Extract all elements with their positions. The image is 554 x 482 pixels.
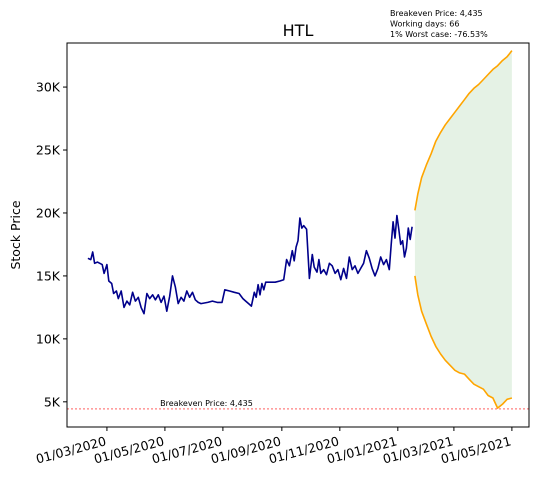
info-line: Working days: 66 (390, 20, 459, 29)
y-tick-label: 5K (44, 394, 61, 409)
forecast-lower-line (414, 275, 513, 409)
forecast-upper-line (414, 50, 513, 211)
y-tick-label: 25K (36, 143, 61, 158)
forecast-band-layer (414, 50, 512, 409)
plot-frame (66, 42, 530, 428)
breakeven-label: Breakeven Price: 4,435 (160, 399, 253, 408)
y-axis-label: Stock Price (8, 200, 23, 269)
price-history-line (87, 214, 413, 315)
info-line: 1% Worst case: -76.53% (390, 30, 488, 39)
forecast-band (414, 50, 512, 409)
y-tick-label: 10K (36, 331, 61, 346)
chart-title: HTL (283, 21, 314, 40)
series-layer (87, 50, 513, 409)
y-tick-label: 15K (36, 268, 61, 283)
info-line: Breakeven Price: 4,435 (390, 9, 483, 18)
y-axis-ticks: 5K 10K 15K 20K 25K 30K (36, 80, 67, 409)
info-box: Breakeven Price: 4,435 Working days: 661%… (390, 9, 488, 39)
x-axis-ticks: 01/03/202001/05/202001/07/202001/09/2020… (34, 427, 513, 467)
y-tick-label: 30K (36, 80, 61, 95)
y-tick-label: 20K (36, 205, 61, 220)
